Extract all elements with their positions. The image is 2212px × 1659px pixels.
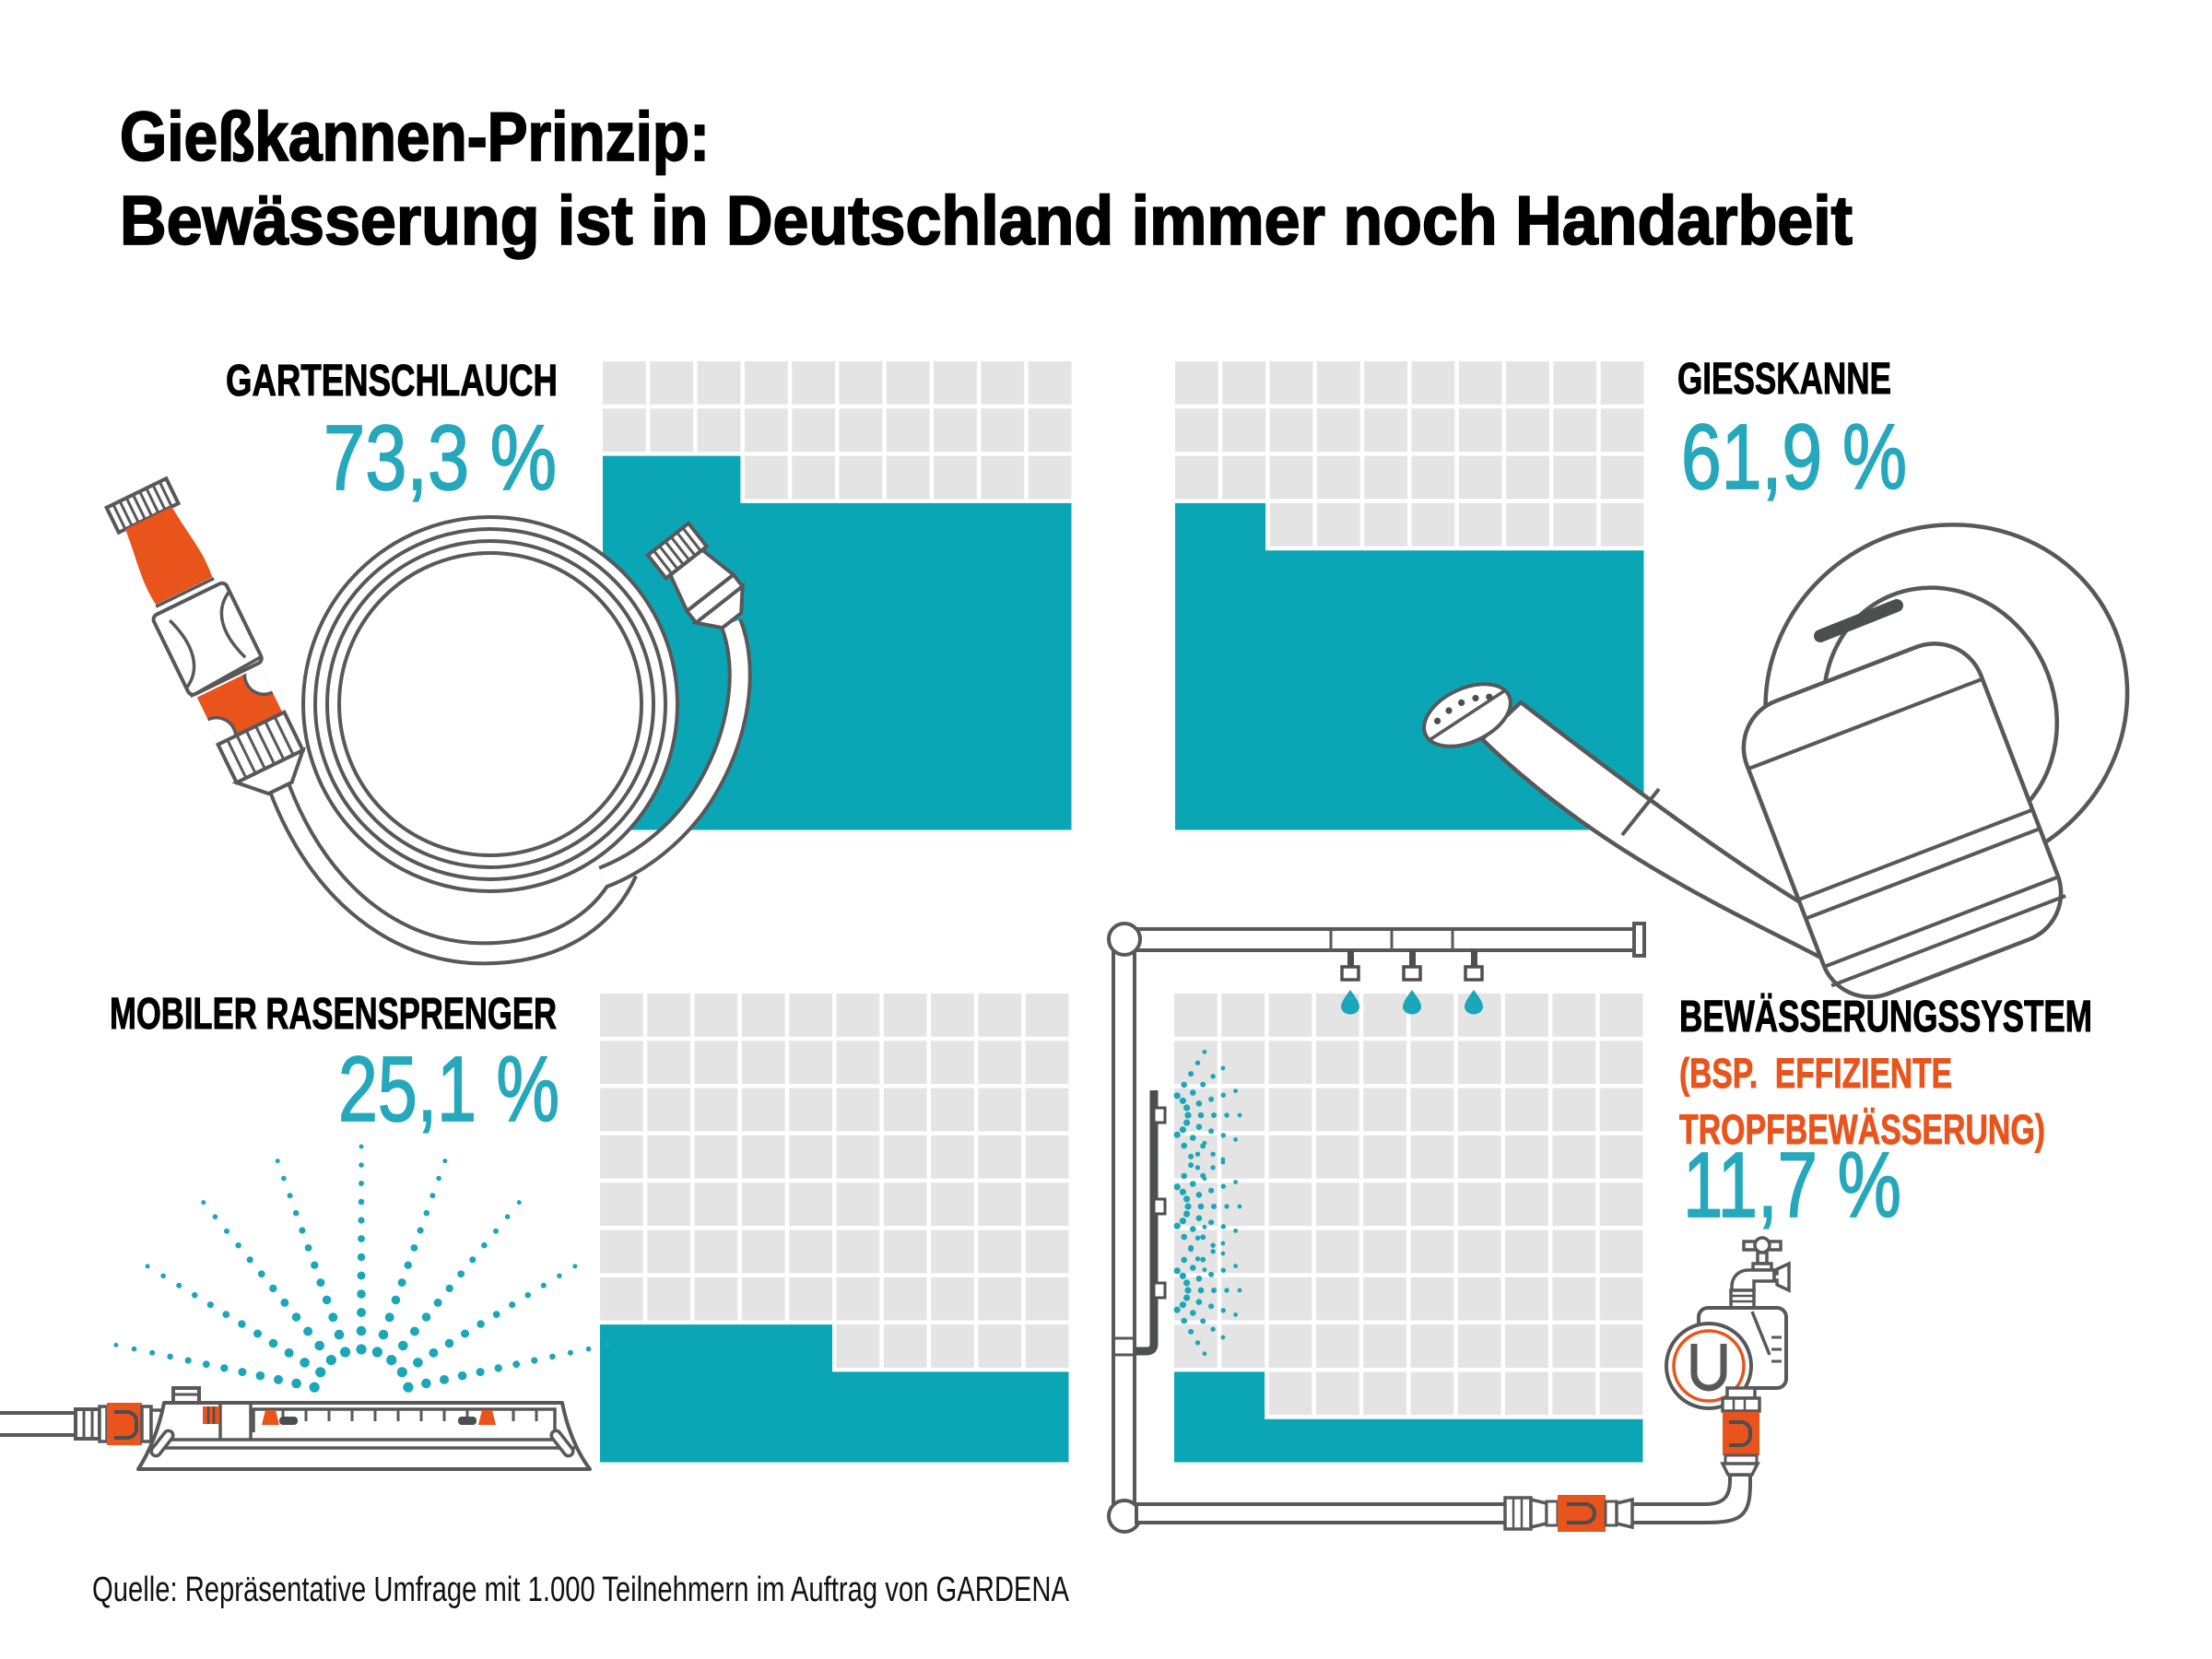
svg-text:Bewässerung ist in Deutschland: Bewässerung ist in Deutschland immer noc… [120, 182, 1853, 259]
svg-text:73,3 %: 73,3 % [324, 406, 557, 510]
svg-text:MOBILER RASENSPRENGER: MOBILER RASENSPRENGER [110, 990, 557, 1039]
svg-text:25,1 %: 25,1 % [338, 1038, 559, 1141]
svg-text:TROPFBEWÄSSERUNG): TROPFBEWÄSSERUNG) [1679, 1106, 2045, 1153]
svg-text:GARTENSCHLAUCH: GARTENSCHLAUCH [226, 357, 558, 406]
svg-text:BEWÄSSERUNGSSYSTEM: BEWÄSSERUNGSSYSTEM [1679, 993, 2092, 1041]
svg-text:61,9 %: 61,9 % [1681, 406, 1907, 509]
svg-text:GIESSKANNE: GIESSKANNE [1677, 355, 1891, 404]
svg-text:(BSP. EFFIZIENTE: (BSP. EFFIZIENTE [1679, 1050, 1952, 1097]
svg-text:Gießkannen-Prinzip:: Gießkannen-Prinzip: [120, 98, 710, 175]
svg-text:Quelle: Repräsentative Umfrage: Quelle: Repräsentative Umfrage mit 1.000… [92, 1571, 1070, 1609]
svg-text:11,7 %: 11,7 % [1683, 1134, 1901, 1237]
